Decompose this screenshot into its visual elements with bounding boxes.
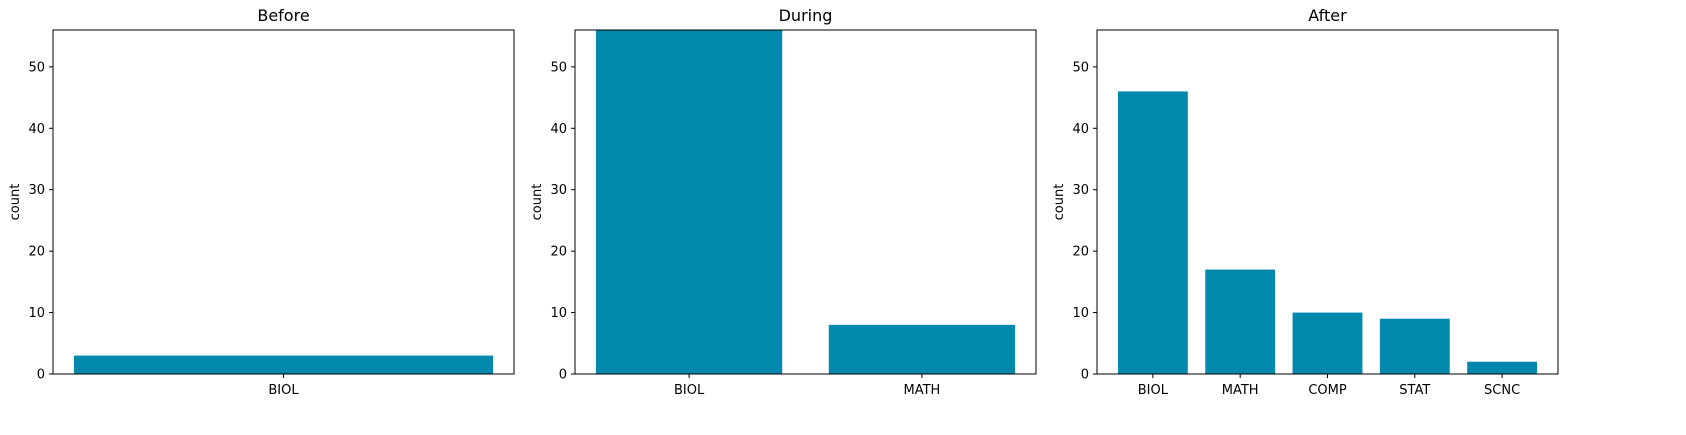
after-bar-stat — [1379, 318, 1450, 374]
before-y-axis-label: count — [8, 184, 23, 221]
after-x-tick-label-scnc: SCNC — [1484, 383, 1520, 398]
during-bar-math — [828, 324, 1016, 374]
during-bar-biol — [595, 30, 783, 374]
after-x-tick-label-math: MATH — [1222, 383, 1259, 398]
after-chart-title: After — [1308, 6, 1347, 25]
after-bar-scnc — [1467, 361, 1538, 374]
after-x-tick-label-biol: BIOL — [1138, 383, 1169, 398]
after-y-axis-label: count — [1052, 184, 1067, 221]
before-y-tick-label: 0 — [37, 368, 45, 383]
before-x-tick-label-biol: BIOL — [268, 383, 299, 398]
during-axes-frame — [574, 29, 1037, 375]
after-y-tick-label: 50 — [1072, 60, 1089, 75]
during-y-tick-label: 10 — [550, 306, 567, 321]
after-y-tick-label: 40 — [1072, 122, 1089, 137]
during-chart-panel: 0 10 20 30 40 50 BIOL MATH count During — [530, 6, 1037, 398]
after-bar-biol — [1117, 91, 1188, 374]
during-y-tick-label: 20 — [550, 245, 567, 260]
during-y-tick-label: 40 — [550, 122, 567, 137]
before-y-tick-label: 10 — [28, 306, 45, 321]
after-y-tick-label: 30 — [1072, 183, 1089, 198]
before-y-tick-label: 30 — [28, 183, 45, 198]
during-x-tick-label-biol: BIOL — [674, 383, 705, 398]
during-y-axis-label: count — [530, 184, 545, 221]
during-y-tick-label: 50 — [550, 60, 567, 75]
after-x-tick-label-comp: COMP — [1308, 383, 1347, 398]
during-y-tick-label: 30 — [550, 183, 567, 198]
after-y-tick-label: 10 — [1072, 306, 1089, 321]
after-y-tick-label: 0 — [1081, 368, 1089, 383]
before-y-tick-label: 20 — [28, 245, 45, 260]
during-x-tick-label-math: MATH — [904, 383, 941, 398]
before-chart-title: Before — [257, 6, 309, 25]
after-bar-math — [1205, 269, 1276, 374]
after-x-tick-label-stat: STAT — [1399, 383, 1430, 398]
after-y-tick-label: 20 — [1072, 245, 1089, 260]
before-bar-biol — [73, 355, 494, 374]
during-y-tick-label: 0 — [559, 368, 567, 383]
after-bar-comp — [1292, 312, 1363, 374]
during-chart-title: During — [779, 6, 833, 25]
before-chart-panel: 0 10 20 30 40 50 BIOL count Before — [8, 6, 515, 398]
before-y-tick-label: 40 — [28, 122, 45, 137]
after-chart-panel: 0 10 20 30 40 50 BIOL MATH COMP STAT SCNC count Afte… — [1052, 6, 1559, 398]
before-y-tick-label: 50 — [28, 60, 45, 75]
